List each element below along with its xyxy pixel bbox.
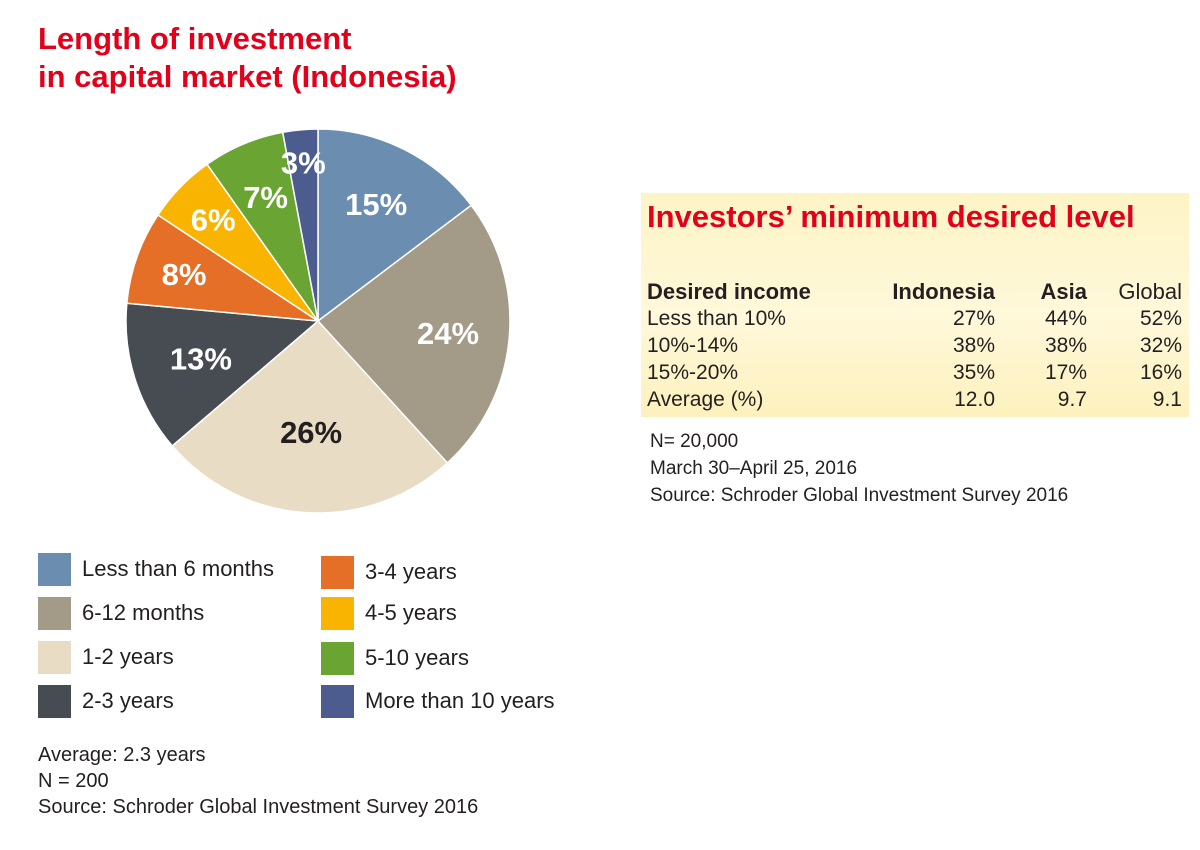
table-cell: Average (%) bbox=[647, 388, 764, 411]
legend-swatch bbox=[321, 642, 354, 675]
legend-label: 4-5 years bbox=[365, 600, 457, 625]
table-title: Investors’ minimum desired level bbox=[647, 199, 1135, 234]
desired-level-panel: Investors’ minimum desired level Desired… bbox=[641, 193, 1189, 417]
legend-swatch bbox=[321, 597, 354, 630]
legend-label: 2-3 years bbox=[82, 688, 174, 713]
legend-label: Less than 6 months bbox=[82, 556, 275, 581]
table-row: Average (%) 12.0 9.7 9.1 bbox=[647, 386, 1182, 413]
pie-note-average: Average: 2.3 years bbox=[38, 744, 206, 766]
table-cell: 9.1 bbox=[1152, 388, 1182, 411]
table-notes: N= 20,000 March 30–April 25, 2016 Source… bbox=[650, 428, 1068, 509]
table-note-source: Source: Schroder Global Investment Surve… bbox=[650, 485, 1069, 506]
legend-label: 5-10 years bbox=[365, 645, 469, 670]
pie-chart-title: Length of investment in capital market (… bbox=[38, 20, 598, 96]
pie-data-label: 8% bbox=[162, 257, 207, 292]
legend-swatch bbox=[38, 641, 71, 674]
pie-note-source: Source: Schroder Global Investment Surve… bbox=[38, 796, 479, 818]
pie-data-label: 15% bbox=[345, 187, 407, 222]
legend-swatch bbox=[38, 597, 71, 630]
legend-swatch bbox=[321, 685, 354, 718]
pie-chart: 15% 24% 26% 13% 8% 6%7%3% bbox=[125, 128, 511, 514]
legend-label: 1-2 years bbox=[82, 644, 174, 669]
column-header: Desired income bbox=[647, 279, 811, 304]
table-row: 15%-20% 35% 17% 16% bbox=[647, 359, 1182, 386]
table-cell: Less than 10% bbox=[647, 307, 786, 330]
table-cell: 44% bbox=[1044, 307, 1087, 330]
pie-slice bbox=[281, 128, 319, 322]
pie-data-label: 24% bbox=[417, 316, 479, 351]
legend-swatch bbox=[38, 685, 71, 718]
legend-label: More than 10 years bbox=[365, 688, 555, 713]
column-header: Indonesia bbox=[892, 279, 995, 304]
table-cell: 38% bbox=[952, 334, 995, 357]
column-header: Asia bbox=[1040, 279, 1087, 304]
column-header: Global bbox=[1118, 279, 1182, 304]
pie-slice bbox=[125, 302, 320, 447]
pie-slice bbox=[171, 319, 449, 514]
table-cell: 17% bbox=[1044, 361, 1087, 384]
pie-slice bbox=[126, 213, 319, 322]
table-cell: 9.7 bbox=[1057, 388, 1087, 411]
pie-data-label: 6% bbox=[191, 202, 236, 237]
pie-slice bbox=[316, 204, 511, 464]
pie-slice bbox=[317, 128, 473, 323]
table-cell: 52% bbox=[1139, 307, 1182, 330]
pie-title-line-2: in capital market (Indonesia) bbox=[38, 59, 457, 94]
pie-data-label: 13% bbox=[170, 341, 232, 376]
pie-legend: Less than 6 months 6-12 months 1-2 years 2-… bbox=[38, 553, 618, 723]
legend-swatch bbox=[38, 553, 71, 586]
table-cell: 35% bbox=[952, 361, 995, 384]
desired-income-table: Desired income Indonesia Asia Global Les… bbox=[647, 278, 1182, 413]
legend-label: 6-12 months bbox=[82, 600, 205, 625]
pie-data-label: 26% bbox=[280, 415, 342, 450]
table-cell: 10%-14% bbox=[647, 334, 739, 357]
table-note-date-range: March 30–April 25, 2016 bbox=[650, 458, 858, 479]
pie-notes: Average: 2.3 years N = 200 Source: Schro… bbox=[38, 742, 478, 820]
table-cell: 12.0 bbox=[954, 388, 995, 411]
table-cell: 32% bbox=[1139, 334, 1182, 357]
legend-swatch bbox=[321, 556, 354, 589]
table-header-row: Desired income Indonesia Asia Global bbox=[647, 278, 1182, 305]
pie-data-label: 3% bbox=[281, 145, 326, 180]
table-cell: 27% bbox=[952, 307, 995, 330]
pie-title-line-1: Length of investment bbox=[38, 21, 352, 56]
table-row: 10%-14% 38% 38% 32% bbox=[647, 332, 1182, 359]
table-cell: 15%-20% bbox=[647, 361, 739, 384]
pie-note-sample-size: N = 200 bbox=[38, 770, 109, 792]
table-note-sample-size: N= 20,000 bbox=[650, 431, 739, 452]
table-cell: 38% bbox=[1044, 334, 1087, 357]
table-row: Less than 10% 27% 44% 52% bbox=[647, 305, 1182, 332]
pie-data-label: 7% bbox=[243, 180, 288, 215]
legend-label: 3-4 years bbox=[365, 559, 457, 584]
table-cell: 16% bbox=[1139, 361, 1182, 384]
